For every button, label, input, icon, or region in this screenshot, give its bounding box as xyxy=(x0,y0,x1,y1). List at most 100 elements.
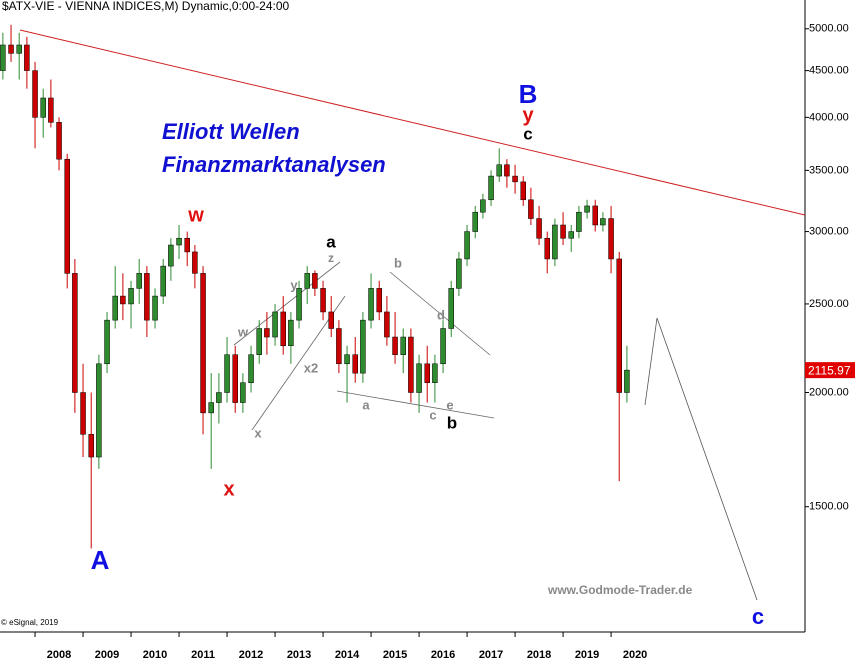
candle-body xyxy=(400,336,406,355)
candle-body xyxy=(584,205,590,213)
wave-label: a xyxy=(362,397,370,412)
candle-body xyxy=(104,319,110,365)
candle-body xyxy=(0,44,6,71)
candle-body xyxy=(232,354,238,403)
trend-line xyxy=(19,29,806,216)
candle-body xyxy=(64,158,70,274)
chart-title: $ATX-VIE - VIENNA INDICES,M) Dynamic,0:0… xyxy=(2,0,290,13)
candle-body xyxy=(144,273,150,321)
candle-body xyxy=(536,218,542,239)
candle-body xyxy=(120,295,126,305)
candles xyxy=(0,24,630,549)
x-tick-label: 2014 xyxy=(335,649,360,661)
candle-body xyxy=(600,218,606,226)
candle-body xyxy=(32,70,38,118)
wave-label: d xyxy=(437,307,445,322)
candle-body xyxy=(8,44,14,54)
candle-body xyxy=(72,273,78,393)
candle-body xyxy=(96,363,102,458)
wave-label: B xyxy=(519,79,538,109)
wave-label: c xyxy=(523,124,532,143)
candle-body xyxy=(328,311,334,329)
wave-label: A xyxy=(91,545,110,575)
candle-body xyxy=(48,97,54,123)
candle-body xyxy=(360,319,366,374)
wave-label: y xyxy=(522,104,534,126)
candle-body xyxy=(616,258,622,393)
candle-body xyxy=(288,319,294,347)
y-tick-label: 2500.00 xyxy=(809,298,849,310)
candle-body xyxy=(368,288,374,321)
channel-line xyxy=(233,261,341,346)
x-tick-label: 2009 xyxy=(95,649,119,661)
headline: Elliott Wellen xyxy=(162,119,300,144)
y-tick-label: 3000.00 xyxy=(809,225,849,237)
candle-body xyxy=(496,164,502,177)
wave-label: e xyxy=(446,397,453,412)
x-tick-label: 2010 xyxy=(143,649,167,661)
last-price-label: 2115.97 xyxy=(808,363,851,377)
wave-label: c xyxy=(429,407,436,422)
wave-label: b xyxy=(394,255,402,270)
channel-line xyxy=(389,271,491,356)
y-tick-label: 3500.00 xyxy=(809,164,849,176)
y-tick-label: 4500.00 xyxy=(809,65,849,77)
candle-body xyxy=(264,328,270,338)
candle-body xyxy=(192,251,198,274)
candle-body xyxy=(320,288,326,313)
x-tick-label: 2020 xyxy=(623,649,647,661)
x-tick-label: 2015 xyxy=(383,649,407,661)
candle-body xyxy=(512,175,518,183)
candle-body xyxy=(272,311,278,338)
candle-body xyxy=(480,199,486,213)
candle-body xyxy=(520,181,526,201)
headline: Finanzmarktanalysen xyxy=(162,152,386,177)
x-tick-label: 2018 xyxy=(527,649,551,661)
candle-body xyxy=(432,363,438,383)
candle-body xyxy=(176,237,182,246)
wave-label: x2 xyxy=(304,360,318,375)
candle-body xyxy=(560,224,566,239)
candle-body xyxy=(384,311,390,338)
candle-body xyxy=(544,237,550,260)
watermark: www.Godmode-Trader.de xyxy=(547,583,693,597)
candle-body xyxy=(128,288,134,305)
x-tick-label: 2012 xyxy=(239,649,263,661)
wave-label: a xyxy=(326,232,336,251)
wave-label: w xyxy=(237,324,249,339)
candle-body xyxy=(624,369,630,393)
candle-body xyxy=(240,382,246,403)
candle-body xyxy=(296,288,302,321)
candle-body xyxy=(208,402,214,414)
wave-label: b xyxy=(447,413,457,432)
candle-body xyxy=(80,392,86,435)
copyright: © eSignal, 2019 xyxy=(1,618,59,627)
x-tick-label: 2013 xyxy=(287,649,311,661)
candle-body xyxy=(456,258,462,289)
candle-body xyxy=(336,328,342,365)
candle-body xyxy=(112,295,118,321)
candle-body xyxy=(16,44,22,54)
candle-body xyxy=(184,237,190,253)
channel-line xyxy=(336,390,495,419)
last-price-box xyxy=(805,362,855,379)
x-tick-label: 2017 xyxy=(479,649,503,661)
y-tick-label: 2000.00 xyxy=(809,386,849,398)
candle-body xyxy=(224,354,230,393)
candle-body xyxy=(40,97,46,118)
y-tick-label: 1500.00 xyxy=(809,501,849,513)
candle-body xyxy=(312,273,318,289)
candle-body xyxy=(344,354,350,365)
candle-body xyxy=(576,211,582,232)
candle-body xyxy=(424,363,430,383)
candle-body xyxy=(376,288,382,313)
wave-label: w xyxy=(187,204,204,226)
candle-body xyxy=(592,205,598,226)
candle-body xyxy=(88,434,94,458)
candle-body xyxy=(248,354,254,383)
candle-body xyxy=(568,231,574,239)
candle-body xyxy=(504,164,510,177)
candle-body xyxy=(216,392,222,403)
